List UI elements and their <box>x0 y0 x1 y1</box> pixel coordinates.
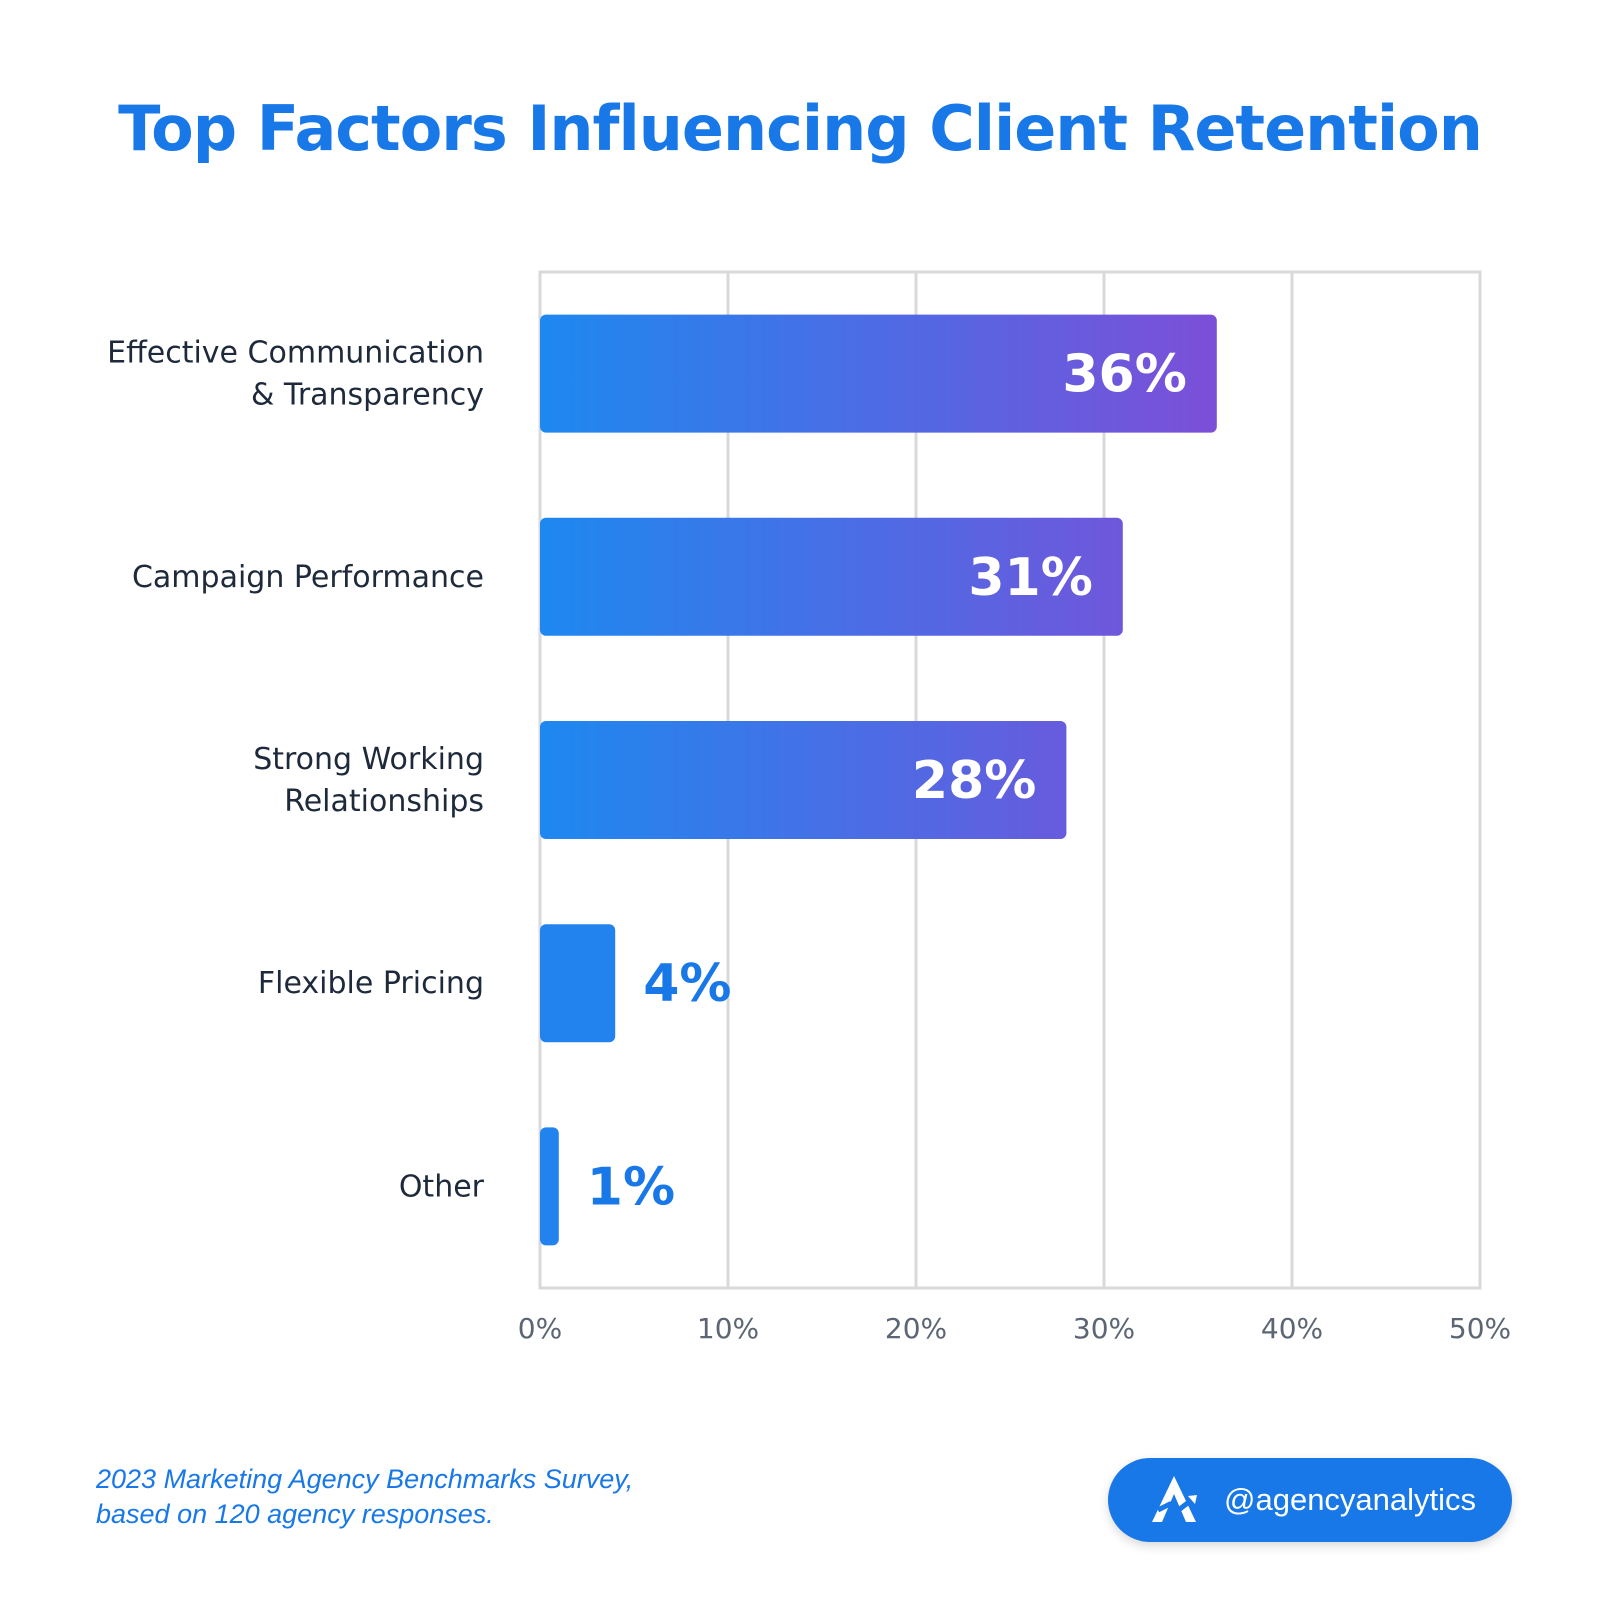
category-label-line: Strong Working <box>253 742 484 777</box>
bar <box>540 924 616 1043</box>
x-tick-label: 20% <box>885 1312 947 1345</box>
bar <box>540 517 1123 636</box>
handle-text: @agencyanalytics <box>1224 1482 1477 1517</box>
category-label: Other <box>399 1169 485 1204</box>
bar-value-label: 1% <box>587 1157 675 1217</box>
source-line-2: based on 120 agency responses. <box>96 1499 494 1529</box>
category-label: Strong Working Relationships <box>253 742 484 819</box>
bar-value-label: 4% <box>643 954 731 1014</box>
source-note: 2023 Marketing Agency Benchmarks Survey,… <box>96 1462 633 1532</box>
bar <box>540 314 1217 433</box>
labels: 0% 10% 20% 30% 40% 50% 36% Effective Communicat… <box>107 336 1511 1345</box>
bar-value-label: 31% <box>968 548 1092 608</box>
category-label: Flexible Pricing <box>258 966 484 1001</box>
agencyanalytics-logo-icon <box>1152 1476 1197 1522</box>
bar <box>540 721 1067 839</box>
bars <box>540 314 1217 1246</box>
category-label-line: Relationships <box>284 784 484 819</box>
category-label: Effective Communication & Transparency <box>107 336 484 413</box>
bar-value-label: 28% <box>912 751 1036 811</box>
category-label-line: Campaign Performance <box>132 560 484 595</box>
x-tick-label: 10% <box>697 1312 759 1345</box>
category-label: Campaign Performance <box>132 560 484 595</box>
x-tick-label: 30% <box>1073 1312 1135 1345</box>
x-tick-label: 0% <box>518 1312 562 1345</box>
x-tick-label: 40% <box>1261 1312 1323 1345</box>
bar-value-label: 36% <box>1062 345 1186 405</box>
bar <box>540 1127 559 1246</box>
bar-chart: 0% 10% 20% 30% 40% 50% 36% Effective Communicat… <box>107 270 1511 1345</box>
chart-title: Top Factors Influencing Client Retention <box>118 92 1483 165</box>
category-label-line: Flexible Pricing <box>258 966 484 1001</box>
category-label-line: Other <box>399 1169 485 1204</box>
x-tick-label: 50% <box>1449 1312 1511 1345</box>
source-line-1: 2023 Marketing Agency Benchmarks Survey, <box>96 1464 634 1494</box>
category-label-line: Effective Communication <box>107 336 484 371</box>
category-label-line: & Transparency <box>251 378 484 413</box>
social-handle-badge: @agencyanalytics <box>1108 1458 1512 1542</box>
